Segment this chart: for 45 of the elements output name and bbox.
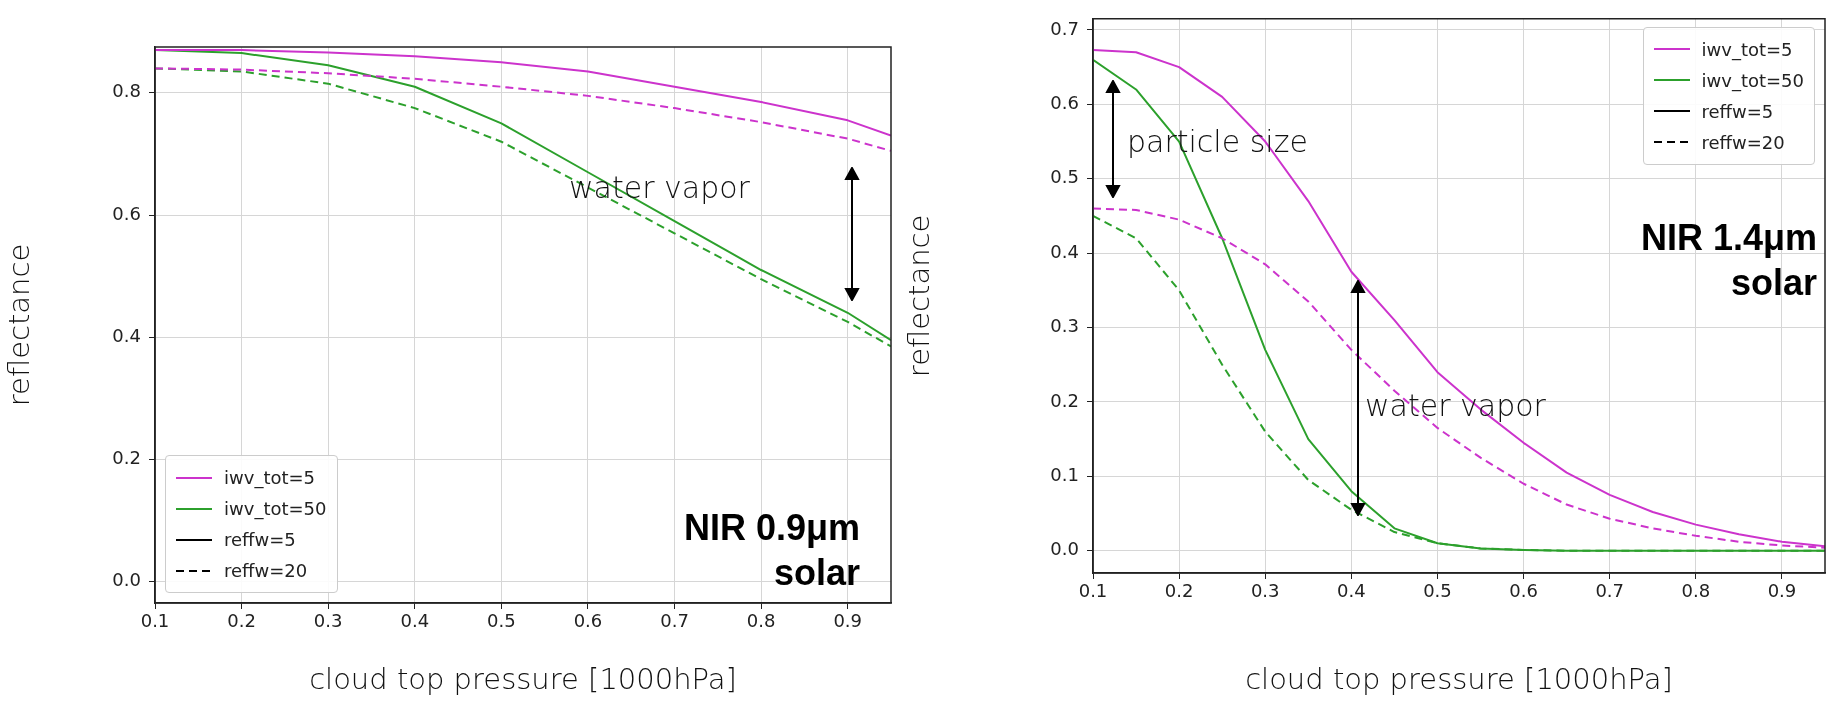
legend-label: iwv_tot=5 [224,467,316,488]
x-tick-label: 0.1 [1078,580,1108,602]
y-tick-label: 0.6 [1050,92,1079,114]
x-tick-label: 0.6 [573,610,603,632]
x-tick-label: 0.7 [660,610,689,632]
x-tick-label: 0.2 [227,610,256,632]
x-tick-label: 0.7 [1595,580,1625,602]
y-tick-label: 0.3 [1050,315,1079,337]
y-tick-label: 0.2 [1050,389,1079,411]
legend-label: reffw=5 [1701,100,1774,122]
annotation: NIR 0.9μm solar [683,506,860,595]
annotation: NIR 1.4μm solar [1640,216,1817,305]
x-axis-title: cloud top pressure [1000hPa] [1245,662,1673,697]
x-axis-title: cloud top pressure [1000hPa] [309,662,737,697]
x-tick-label: 0.8 [746,610,776,632]
y-tick-label: 0.0 [1050,538,1079,560]
y-tick-label: 0.0 [112,569,141,591]
y-tick-label: 0.5 [1050,166,1079,188]
legend-label: reffw=20 [224,560,308,581]
x-tick-label: 0.6 [1509,580,1538,602]
x-tick-label: 0.3 [1250,580,1280,602]
y-tick-label: 0.8 [112,80,141,102]
x-tick-label: 0.1 [140,610,170,632]
y-tick-label: 0.4 [112,324,141,346]
x-tick-label: 0.2 [1164,580,1194,602]
legend-label: reffw=5 [224,529,296,550]
legend-label: iwv_tot=5 [1701,38,1793,60]
legend-label: reffw=20 [1701,131,1785,153]
x-tick-label: 0.9 [1767,580,1797,602]
x-tick-label: 0.5 [1423,580,1452,602]
y-axis-title: reflectance [901,214,936,378]
y-tick-label: 0.6 [112,202,141,224]
x-tick-label: 0.4 [1337,580,1366,602]
legend-label: iwv_tot=50 [1701,69,1804,91]
y-tick-label: 0.2 [112,447,141,469]
y-tick-label: 0.1 [1050,463,1079,485]
y-axis-title: reflectance [1,243,36,407]
x-tick-label: 0.9 [833,610,863,632]
x-tick-label: 0.3 [313,610,343,632]
y-tick-label: 0.7 [1050,17,1079,39]
x-tick-label: 0.5 [487,610,516,632]
x-tick-label: 0.8 [1681,580,1711,602]
legend-label: iwv_tot=50 [224,498,327,519]
x-tick-label: 0.4 [400,610,430,632]
y-tick-label: 0.4 [1050,240,1079,262]
